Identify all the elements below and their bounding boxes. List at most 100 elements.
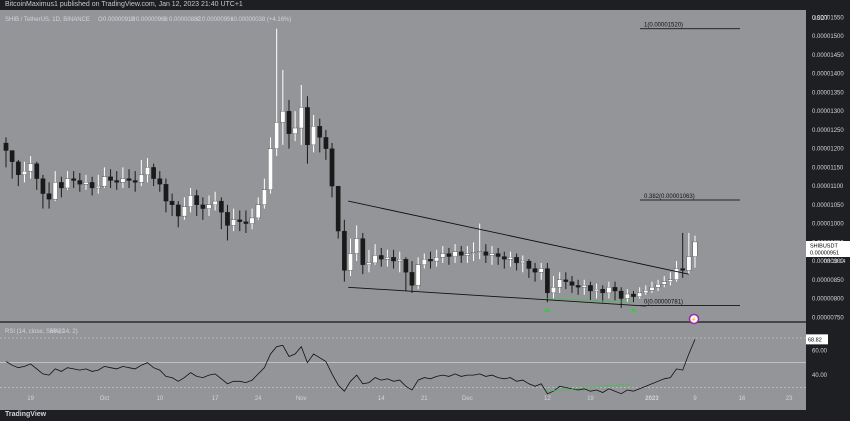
time-tick-label: 19 (587, 396, 594, 402)
candle-body (366, 262, 372, 265)
candle-body (206, 204, 212, 209)
candle-body (274, 122, 280, 149)
price-tick-label: 0.00001200 (812, 147, 844, 153)
price-tick-label: 0.00000800 (812, 297, 844, 303)
candle-body (323, 137, 329, 149)
rsi-pane (0, 323, 806, 393)
candle-body (501, 256, 507, 260)
published-by-text: BitcoinMaximus1 published on TradingView… (5, 1, 243, 8)
candle-body (520, 260, 526, 264)
candle-body (489, 253, 495, 256)
candle-body (182, 206, 187, 217)
candle-body (415, 264, 421, 286)
fib-label: 0(0.00000781) (644, 300, 683, 306)
candle-body (120, 178, 126, 183)
candle-body (169, 200, 175, 205)
candle-body (391, 257, 396, 262)
candle-body (421, 259, 427, 265)
rsi-legend: RSI (14, close, SMA, 14, 2) (5, 329, 78, 335)
time-tick-label: 12 (544, 396, 551, 402)
candle-body (378, 255, 384, 260)
price-tick-label: 0.00001550 (812, 15, 844, 21)
candle-body (65, 178, 70, 189)
rsi-tick-label: 40.00 (812, 373, 828, 379)
candle-body (212, 200, 218, 205)
candle-body (89, 182, 95, 189)
rsi-indicator: 68.82 (0, 329, 806, 395)
candle-body (138, 174, 144, 183)
candle-body (477, 251, 483, 253)
candle-body (440, 253, 446, 258)
candle-body (637, 292, 642, 297)
candle-body (329, 148, 335, 187)
candle-body (28, 163, 33, 172)
rsi-tick-label: 60.00 (812, 348, 828, 354)
ohlc-value: 0.00000912 (103, 17, 135, 23)
time-tick-labels: 19 Oct 10 17 24 Nov 14 21 Dec 12 19 2023 9 16 23 (27, 396, 793, 402)
price-tick-label: 0.00001100 (812, 184, 844, 190)
event-marker[interactable]: ⚡ (688, 313, 700, 325)
candle-body (3, 142, 9, 151)
candle-body (655, 284, 661, 288)
currency-label: USDT (812, 16, 829, 22)
candle-body (372, 255, 378, 264)
candle-body (108, 176, 113, 181)
candle-body (305, 107, 310, 146)
time-tick-label: 19 (27, 396, 34, 402)
candle-body (581, 285, 587, 288)
candle-body (22, 170, 27, 176)
time-tick-label: 16 (739, 396, 746, 402)
fib-label: 1(0.00001520) (644, 23, 683, 29)
divergence-arrow-icon (630, 307, 637, 312)
candle-body (545, 268, 550, 294)
candle-body (126, 178, 132, 181)
top-bar: BitcoinMaximus1 published on TradingView… (0, 0, 850, 10)
candle-body (674, 268, 679, 280)
rsi-value-tag-text: 68.82 (808, 337, 822, 343)
price-tick-label: 0.00000850 (812, 278, 844, 284)
symbol-line: SHIB / TetherUS, 1D, BINANCE (5, 17, 90, 23)
candle-body (40, 178, 46, 194)
ohlc-change: +0.00000038 (+4.16%) (230, 17, 291, 23)
time-tick-label: Nov (296, 396, 307, 402)
candle-body (268, 148, 273, 191)
price-tick-label: 0.00001500 (812, 34, 844, 40)
divergence-arrow-icon (544, 307, 551, 312)
candle-body (668, 279, 673, 282)
candle-body (618, 290, 624, 299)
candle-body (360, 238, 366, 265)
ohlc-value: 0.00000882 (169, 17, 201, 23)
rsi-value-tag (806, 334, 828, 345)
candle-body (532, 268, 538, 273)
rsi-line (5, 339, 696, 395)
candle-body (102, 176, 107, 187)
candle-body (243, 221, 249, 224)
last-price-background (806, 241, 850, 257)
time-tick-label: 9 (693, 396, 697, 402)
countdown: 03:19:14 (824, 259, 845, 265)
wedge-lines (348, 200, 689, 312)
candle-body (15, 161, 21, 176)
candle-body (225, 212, 230, 226)
time-tick-label: 2023 (645, 396, 659, 402)
candle-body (262, 189, 267, 205)
price-tick-label: 0.00001300 (812, 109, 844, 115)
candle-body (397, 259, 403, 262)
time-tick-label: 17 (212, 396, 219, 402)
candle-body (249, 217, 255, 224)
candle-body (594, 289, 599, 292)
candle-body (114, 180, 120, 183)
candle-body (46, 193, 52, 200)
candle-body (551, 287, 556, 294)
candle-body (132, 180, 138, 183)
candle-body (194, 195, 200, 205)
time-tick-label: 21 (421, 396, 428, 402)
candle-body (409, 272, 415, 286)
candle-body (661, 281, 667, 285)
fib-label: 0.382(0.00001063) (644, 194, 695, 200)
time-tick-label: Oct (100, 396, 110, 402)
last-price-value: 0.00000951 (810, 251, 839, 257)
candle-body (9, 150, 15, 162)
candle-body (385, 257, 390, 260)
